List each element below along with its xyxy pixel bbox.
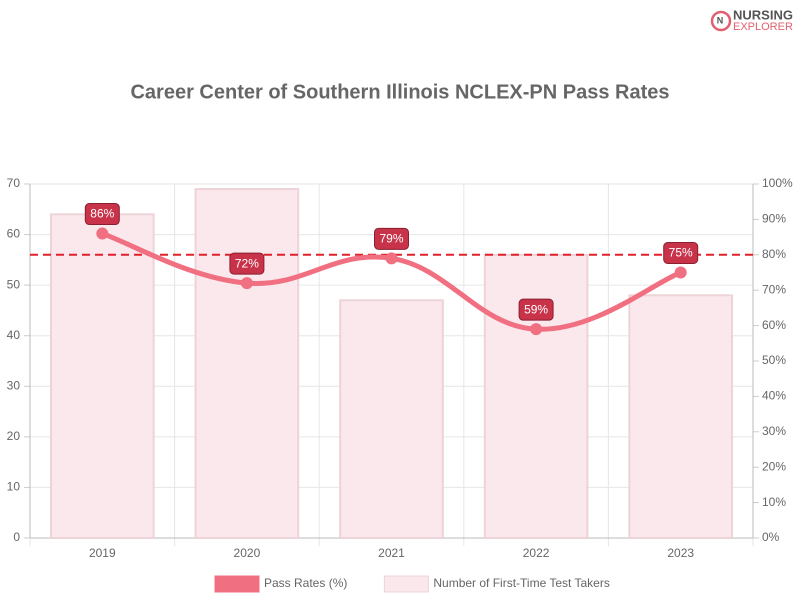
- y2-tick-label: 100%: [762, 176, 793, 190]
- legend-label: Pass Rates (%): [264, 576, 347, 590]
- data-label-box: [84, 203, 120, 226]
- y-tick-label: 50: [7, 277, 21, 291]
- logo-text: EXPLORER: [733, 21, 793, 33]
- y2-tick-label: 0%: [762, 530, 780, 544]
- y2-tick-label: 20%: [762, 459, 786, 473]
- y-tick-label: 20: [7, 429, 21, 443]
- legend-swatch: [214, 575, 260, 593]
- y-tick-label: 40: [7, 328, 21, 342]
- point: [530, 323, 543, 336]
- x-tick-label: 2022: [523, 546, 550, 560]
- y2-tick-label: 30%: [762, 424, 786, 438]
- data-label: 79%: [379, 232, 403, 246]
- x-tick-label: 2019: [89, 546, 116, 560]
- y-tick-label: 70: [7, 176, 21, 190]
- legend-label: Number of First-Time Test Takers: [433, 576, 609, 590]
- point: [674, 266, 687, 279]
- y2-tick-label: 40%: [762, 389, 786, 403]
- data-label: 86%: [90, 207, 114, 221]
- data-label: 72%: [235, 256, 259, 270]
- logo: N NURSING EXPLORER: [710, 7, 793, 33]
- y2-tick-label: 60%: [762, 318, 786, 332]
- data-label-box: [663, 242, 699, 264]
- y2-tick-label: 90%: [762, 212, 786, 226]
- bar: [49, 213, 155, 539]
- data-label-box: [229, 252, 265, 275]
- y-tick-label: 0: [13, 530, 20, 544]
- x-tick-label: 2020: [234, 546, 261, 560]
- y-tick-label: 10: [7, 480, 21, 494]
- chart-title: Career Center of Southern Illinois NCLEX…: [130, 81, 669, 103]
- y-tick-label: 60: [7, 227, 21, 241]
- y2-tick-label: 10%: [762, 495, 786, 509]
- data-label-box: [518, 298, 554, 321]
- y-tick-label: 30: [7, 378, 21, 392]
- x-tick-label: 2023: [667, 546, 694, 560]
- y2-tick-label: 70%: [762, 282, 786, 296]
- point: [240, 277, 253, 290]
- bar: [628, 294, 734, 539]
- point: [385, 252, 398, 265]
- y2-tick-label: 50%: [762, 353, 786, 367]
- x-tick-label: 2021: [378, 546, 405, 560]
- y2-tick-label: 80%: [762, 247, 786, 261]
- data-label: 75%: [669, 246, 693, 260]
- logo-icon: [710, 10, 732, 32]
- legend-swatch: [383, 575, 429, 593]
- bar: [483, 253, 589, 540]
- logo-icon-text: N: [717, 15, 724, 25]
- logo-text: NURSING: [733, 7, 793, 22]
- bar: [194, 188, 300, 540]
- data-label-box: [374, 227, 409, 250]
- bar: [339, 299, 444, 540]
- data-label: 59%: [524, 302, 548, 316]
- point: [96, 227, 109, 240]
